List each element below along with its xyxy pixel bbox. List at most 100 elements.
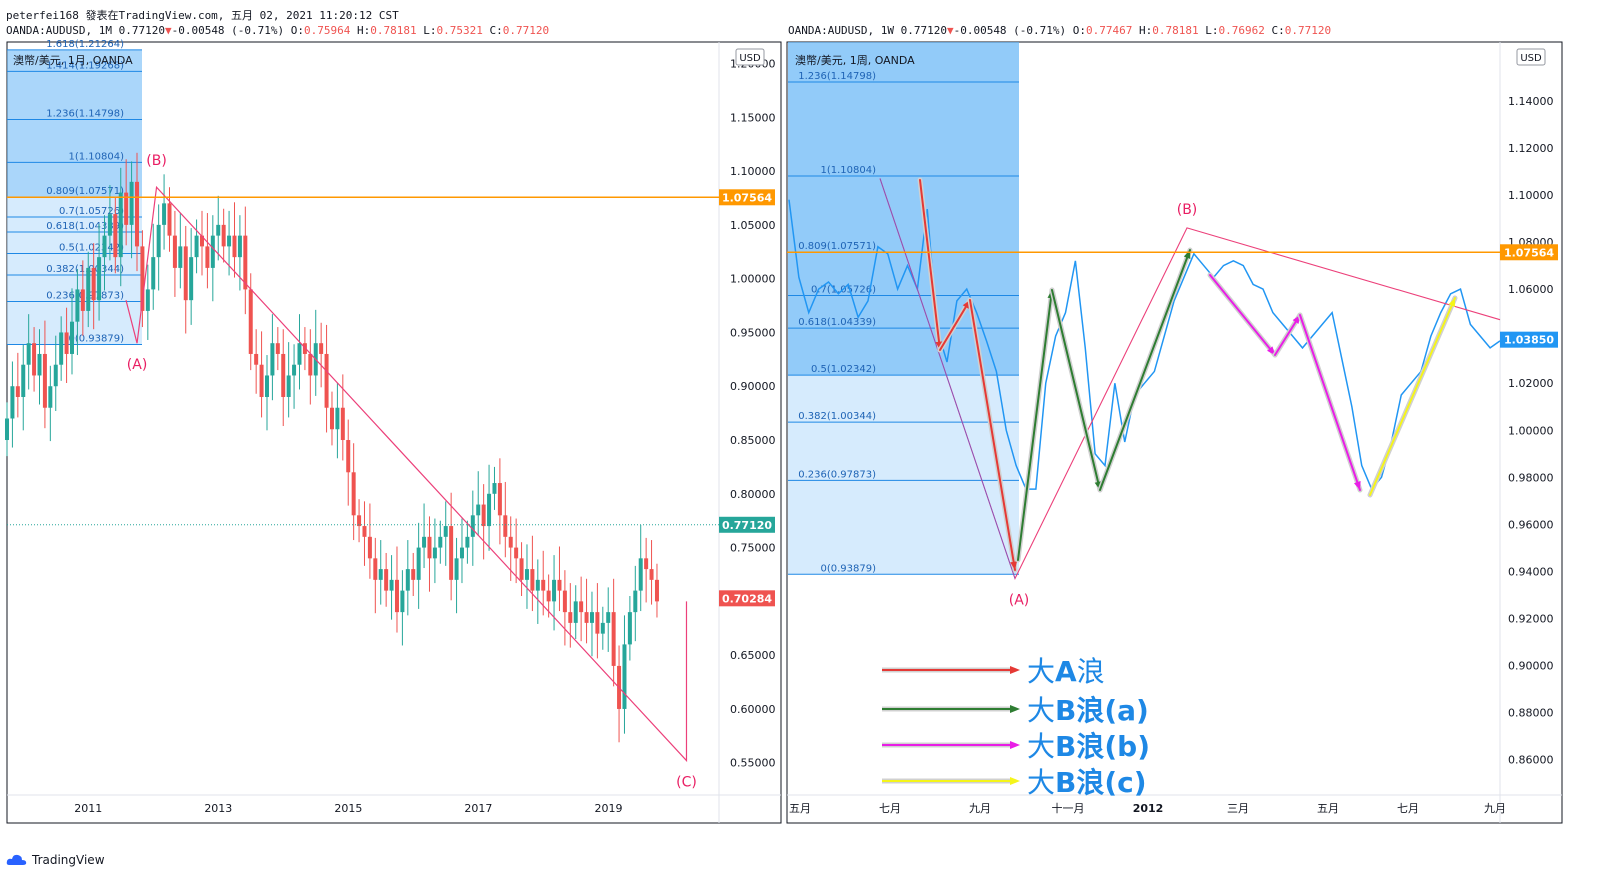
right-x-tick: 七月	[879, 802, 901, 815]
wave-label-b: (B)	[1177, 202, 1198, 218]
fib-level-label: 1.414(1.19268)	[46, 60, 124, 71]
candle	[151, 223, 156, 310]
tradingview-cloud-icon	[6, 854, 27, 865]
candle	[140, 230, 145, 328]
fib-zone	[7, 162, 142, 198]
right-x-tick: 五月	[789, 802, 811, 815]
candle	[530, 535, 535, 612]
candle	[573, 585, 578, 640]
candle	[172, 210, 177, 297]
fib-level-label: 0(0.93879)	[68, 334, 124, 345]
candle	[470, 490, 475, 566]
candle	[638, 524, 643, 612]
candle	[102, 215, 107, 291]
left-y-tick: 0.85000	[730, 434, 776, 447]
candle	[524, 544, 529, 609]
candle	[622, 615, 627, 734]
candle	[644, 537, 649, 603]
candle	[589, 591, 594, 657]
fib-zone	[788, 480, 1019, 575]
candle	[384, 552, 389, 607]
right-x-tick: 七月	[1397, 802, 1419, 815]
candle	[86, 251, 91, 328]
right-y-tick: 1.02000	[1508, 377, 1554, 390]
candle	[465, 520, 470, 564]
wave-label-b: (B)	[146, 153, 167, 169]
candle	[221, 208, 226, 263]
right-y-tick: 0.96000	[1508, 518, 1554, 531]
legend-label: 大B浪(c)	[1027, 766, 1147, 799]
left-y-tick: 0.55000	[730, 757, 776, 770]
left-x-tick: 2019	[594, 802, 622, 815]
right-currency-label: USD	[1520, 53, 1542, 64]
candle	[519, 542, 524, 596]
candle	[145, 264, 150, 340]
fib-level-label: 1.618(1.21264)	[46, 39, 124, 50]
right-y-tick: 1.00000	[1508, 424, 1554, 437]
candle	[654, 563, 659, 618]
candle	[259, 331, 264, 418]
candle	[438, 520, 443, 564]
left-x-tick: 2015	[334, 802, 362, 815]
fib-level-label: 0.236(0.97873)	[798, 469, 876, 480]
candle	[189, 228, 194, 325]
candle	[210, 215, 215, 302]
left-y-tick: 1.00000	[730, 273, 776, 286]
candle	[378, 540, 383, 605]
candle	[194, 219, 199, 274]
candle	[367, 503, 372, 579]
wave-arrow-yellow	[1367, 295, 1458, 498]
candle	[319, 322, 324, 388]
fib-level-label: 0(0.93879)	[820, 563, 876, 574]
left-chart-title: 澳幣/美元, 1月, OANDA	[13, 54, 133, 67]
candle	[275, 327, 280, 371]
candle	[394, 546, 399, 633]
fib-level-label: 0.236(0.97873)	[46, 291, 124, 302]
candle	[216, 195, 221, 261]
candle	[481, 484, 486, 560]
price-label-box	[719, 189, 775, 206]
candle	[91, 243, 96, 330]
wave-arrow-red	[917, 177, 1018, 573]
right-currency-badge[interactable]	[1516, 48, 1546, 66]
candle	[557, 546, 562, 612]
fib-zone	[7, 301, 142, 345]
candle	[633, 565, 638, 642]
candle	[232, 202, 237, 278]
left-y-tick: 0.75000	[730, 542, 776, 555]
candle	[649, 540, 654, 605]
fib-zone	[788, 176, 1019, 253]
right-y-tick: 0.94000	[1508, 565, 1554, 578]
candle	[26, 314, 31, 390]
left-currency-badge[interactable]	[735, 48, 765, 66]
candle	[373, 537, 378, 614]
candle	[541, 550, 546, 616]
candle	[64, 307, 69, 384]
price-label: 0.77120	[722, 519, 772, 532]
legend-item-green: 大B浪(a)	[882, 694, 1149, 727]
candle	[162, 174, 167, 250]
candle	[422, 503, 427, 569]
candle	[118, 167, 123, 287]
candle	[579, 576, 584, 642]
right-y-tick: 0.92000	[1508, 613, 1554, 626]
candle	[37, 329, 42, 405]
left-y-tick: 1.15000	[730, 111, 776, 124]
candle	[42, 320, 47, 429]
legend-item-red: 大A浪	[882, 655, 1105, 688]
candle	[459, 518, 464, 584]
left-x-tick: 2011	[74, 802, 102, 815]
tradingview-logo[interactable]: TradingView	[6, 853, 105, 867]
left-ohlc-legend: OANDA:AUDUSD, 1M 0.77120▼-0.00548 (-0.71…	[6, 24, 550, 37]
tradingview-logo-text: TradingView	[32, 853, 105, 867]
candle	[329, 391, 334, 446]
candle	[584, 578, 589, 644]
right-chart-title: 澳幣/美元, 1周, OANDA	[795, 54, 915, 67]
candle	[497, 458, 502, 545]
candle	[595, 583, 600, 659]
fib-level-label: 0.809(1.07571)	[46, 186, 124, 197]
candle	[600, 606, 605, 650]
candle	[449, 492, 454, 601]
candle	[432, 518, 437, 584]
